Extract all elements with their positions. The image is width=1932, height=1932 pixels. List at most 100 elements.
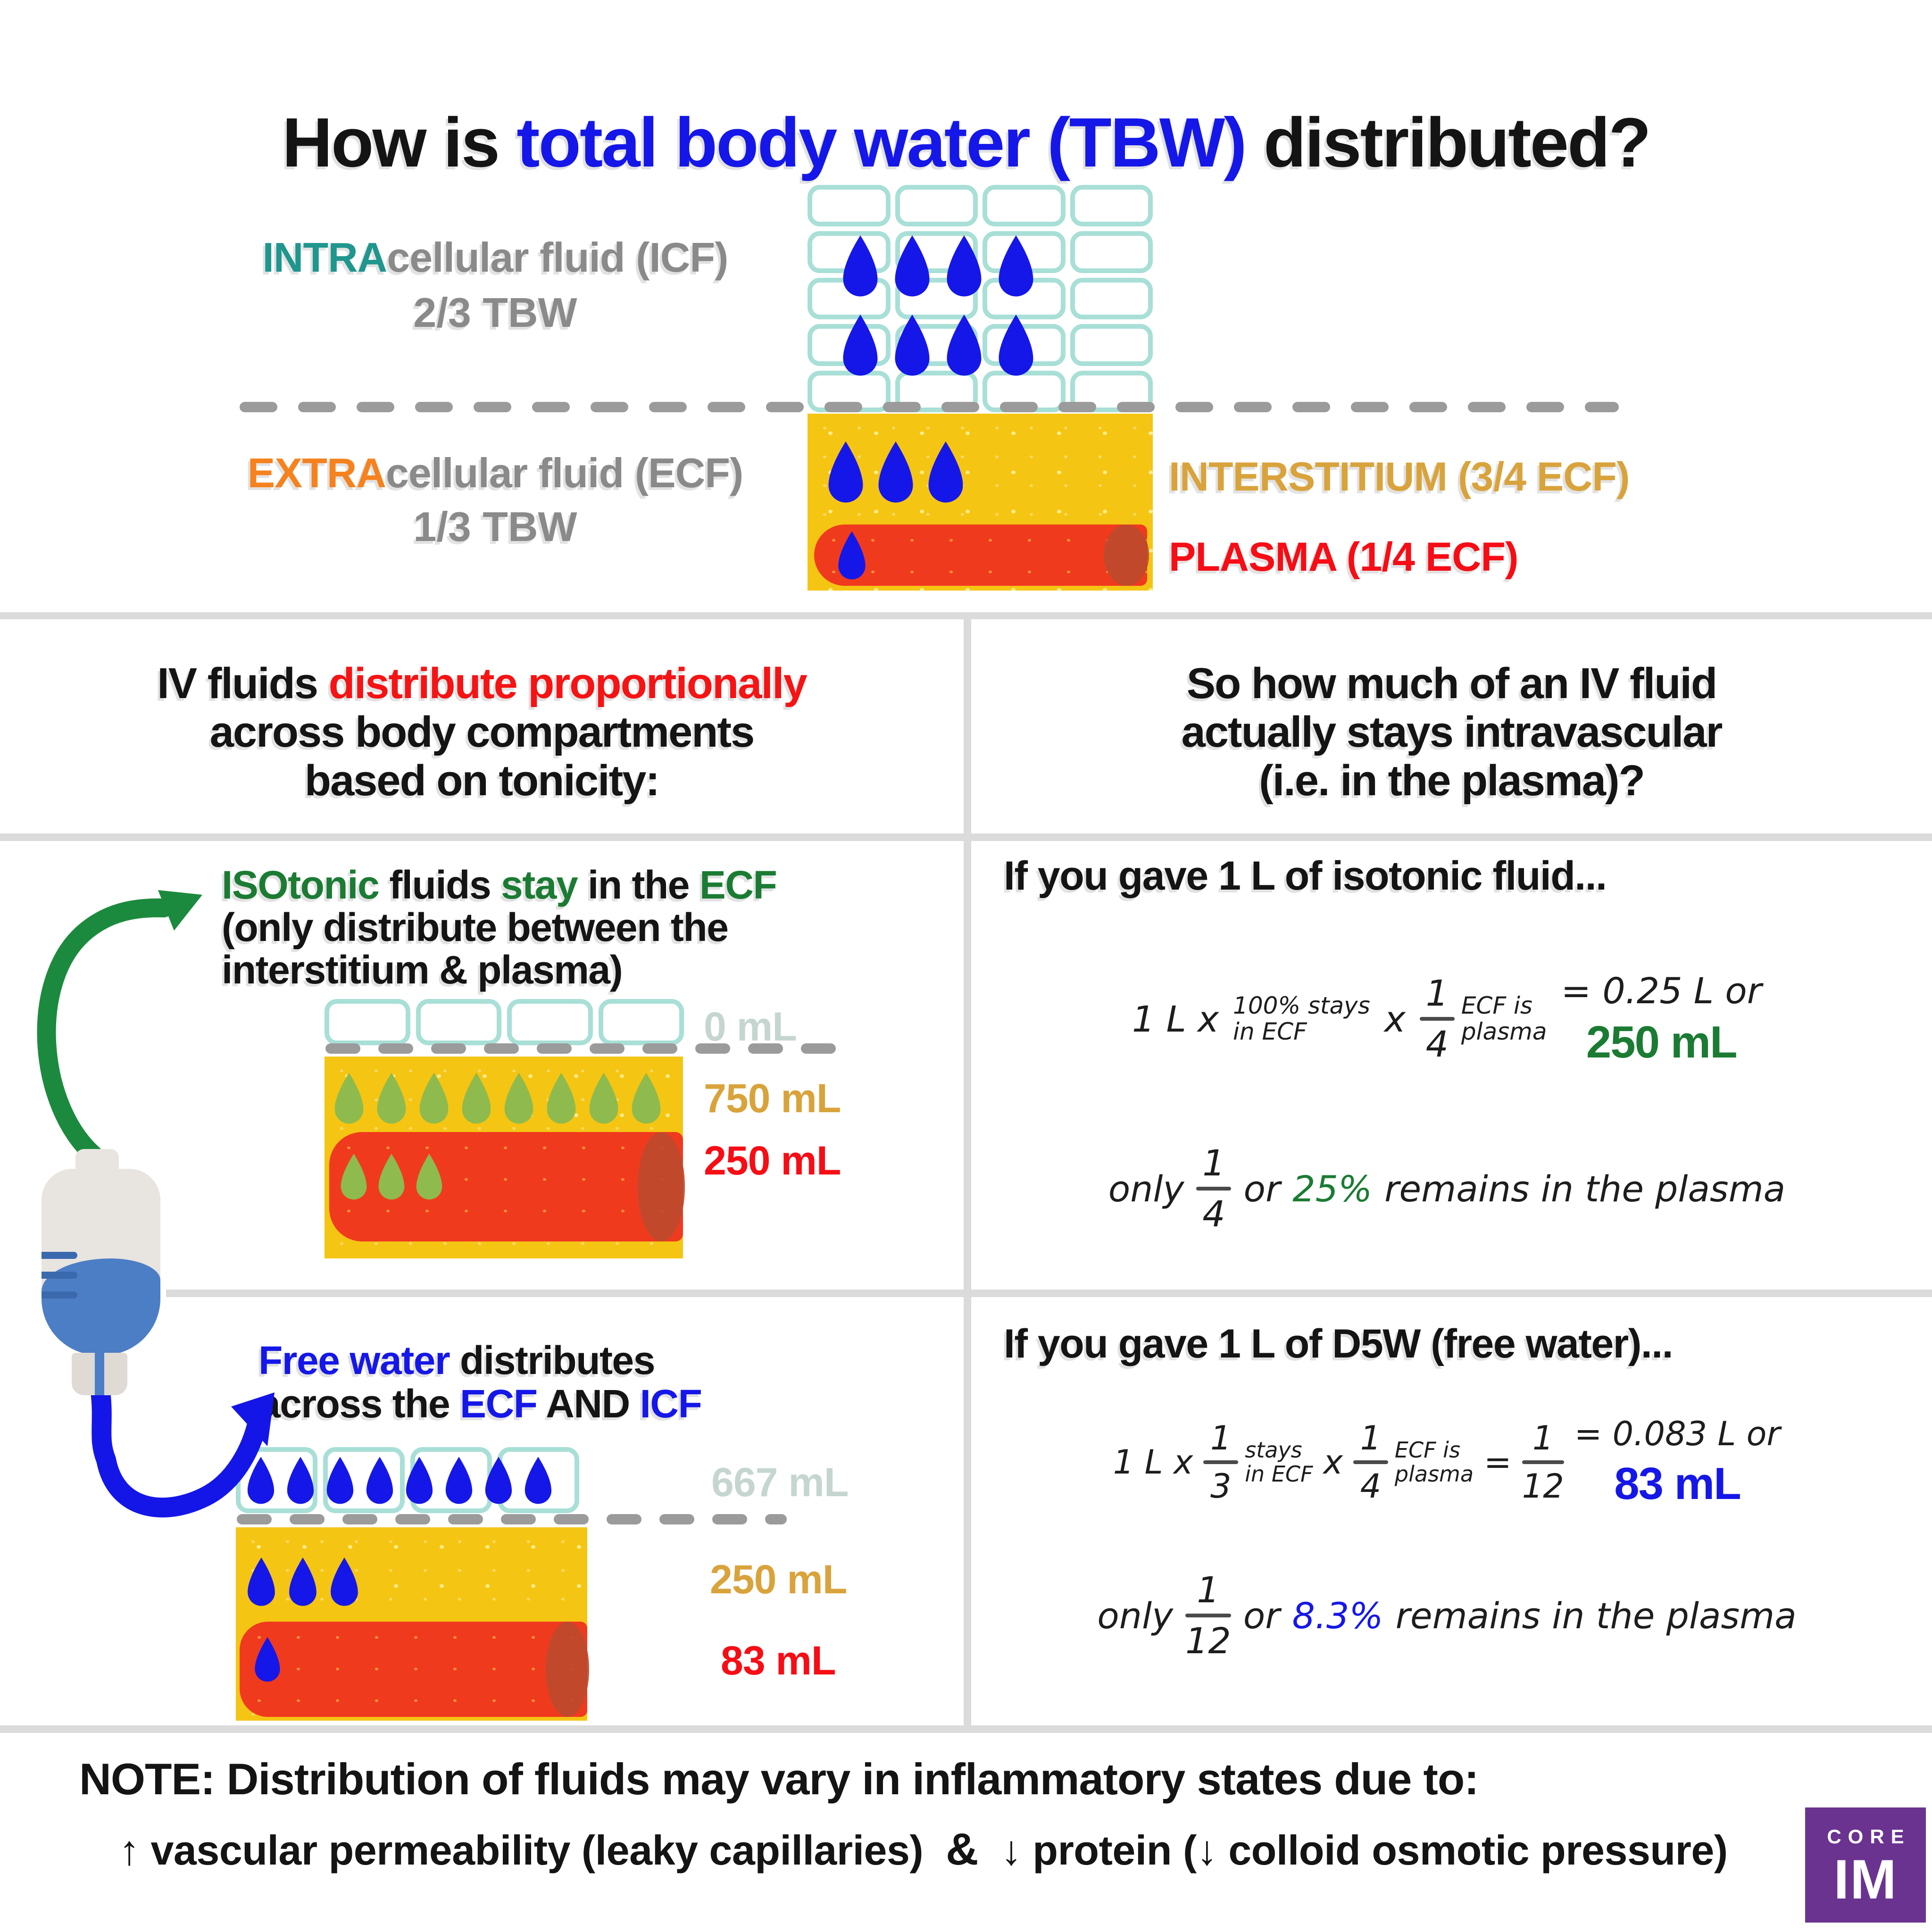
equals-text: = 0.083 L or xyxy=(1574,1415,1781,1453)
denominator: 3 xyxy=(1210,1467,1232,1506)
water-drop-icon xyxy=(441,1454,476,1509)
water-drop-icon xyxy=(890,311,935,382)
compartment-cell xyxy=(983,185,1066,227)
free-water-plasma-drops xyxy=(251,1631,284,1690)
formula-lead: 1 L x xyxy=(1113,1443,1193,1482)
numerator: 1 xyxy=(1197,1569,1220,1611)
fraction-annotation: stays in ECF xyxy=(1245,1438,1313,1486)
or-word: or xyxy=(1243,1594,1280,1637)
free-water-interstitium-value: 250 mL xyxy=(710,1557,847,1602)
isotonic-summary: only 1 4 or 25% remains in the plasma xyxy=(979,1130,1915,1248)
isotonic-interstitium-drops xyxy=(330,1067,665,1132)
free-water-text: across the xyxy=(258,1382,460,1426)
fraction-1-4: 1 4 xyxy=(1196,1145,1232,1232)
isotonic-text: in the xyxy=(577,863,700,907)
compartment-cell xyxy=(598,999,684,1045)
down-arrow-icon: ↓ xyxy=(1196,1827,1217,1874)
fraction-1-12: 1 12 xyxy=(1185,1572,1231,1659)
note-label: NOTE xyxy=(79,1754,201,1804)
water-drop-icon xyxy=(251,1631,284,1690)
water-drop-icon xyxy=(838,311,883,382)
fraction-bar xyxy=(1203,1460,1239,1464)
water-drop-icon xyxy=(412,1147,446,1208)
right-header-line-3: (i.e. in the plasma)? xyxy=(1259,757,1645,805)
only-word: only xyxy=(1108,1167,1184,1210)
free-water-word: Free water xyxy=(258,1338,450,1382)
d5w-formula: 1 L x 1 3 stays in ECF x 1 4 ECF is plas… xyxy=(973,1382,1921,1542)
iv-bag-bottom-cap xyxy=(72,1353,127,1395)
right-header-line-2: actually stays intravascular xyxy=(1181,708,1723,757)
water-drop-icon xyxy=(923,438,968,509)
fraction-bar xyxy=(1522,1460,1564,1464)
d5w-math-intro: If you gave 1 L of D5W (free water)... xyxy=(1004,1321,1674,1366)
water-drop-icon xyxy=(481,1454,516,1509)
isotonic-word: ISOtonic xyxy=(222,863,380,907)
fraction-1-4: 1 4 xyxy=(1353,1422,1388,1503)
equals-text: = 0.25 L or xyxy=(1561,969,1762,1012)
title-part-3: distributed? xyxy=(1245,104,1651,182)
water-drop-icon xyxy=(941,311,987,382)
fraction-1-4: 1 4 xyxy=(1419,972,1455,1062)
water-drop-icon xyxy=(243,1550,279,1616)
icf-label-prefix: INTRA xyxy=(262,234,387,281)
denominator: 12 xyxy=(1185,1620,1231,1662)
denominator: 4 xyxy=(1360,1467,1382,1506)
divider-mid-row xyxy=(166,1290,1932,1297)
numerator: 1 xyxy=(1425,972,1449,1014)
isotonic-line-2: (only distribute between the xyxy=(222,905,729,949)
compartment-cell xyxy=(1070,324,1153,366)
icf-drops-row-1 xyxy=(838,232,1039,303)
free-water-icf-drops xyxy=(243,1454,556,1509)
divider-vertical xyxy=(964,612,971,1733)
denominator: 12 xyxy=(1522,1467,1564,1506)
note-item-1-end: capillaries) xyxy=(698,1827,924,1874)
formula-factor-1: 1 3 stays in ECF xyxy=(1203,1422,1313,1503)
water-drop-icon xyxy=(627,1067,665,1132)
annotation-bottom: plasma xyxy=(1461,1018,1547,1045)
fraction-annotation: ECF is plasma xyxy=(1395,1438,1474,1486)
isotonic-line-3: interstitium & plasma) xyxy=(222,947,623,992)
compartment-cell xyxy=(1070,277,1153,320)
times-sign: x xyxy=(1323,1443,1343,1482)
water-drop-icon xyxy=(362,1454,397,1509)
formula-lead: 1 L x xyxy=(1132,998,1219,1040)
factor-bottom: in ECF xyxy=(1233,1018,1307,1045)
water-drop-icon xyxy=(823,438,868,509)
top-interstitium-drops xyxy=(823,438,968,509)
title-part-highlight: total body water (TBW) xyxy=(516,104,1247,182)
compartment-cell xyxy=(507,999,593,1045)
water-drop-icon xyxy=(890,232,935,303)
annotation-bottom: plasma xyxy=(1394,1461,1474,1487)
fraction-bar xyxy=(1196,1187,1232,1191)
right-panel-header: So how much of an IV fluid actually stay… xyxy=(971,659,1932,805)
numerator: 1 xyxy=(1210,1419,1232,1457)
ecf-word: ECF xyxy=(460,1382,538,1426)
icf-label-rest: cellular fluid (ICF) xyxy=(387,234,728,281)
water-drop-icon xyxy=(402,1454,437,1509)
free-water-line-2: across the ECF AND ICF xyxy=(258,1382,957,1425)
logo-text-core: CORE xyxy=(1827,1825,1911,1848)
left-header-line-1: IV fluids distribute proportionally xyxy=(0,659,964,708)
isotonic-interstitium-value: 750 mL xyxy=(704,1076,841,1121)
water-drop-icon xyxy=(585,1067,623,1132)
formula-factor-2: 1 4 ECF is plasma xyxy=(1353,1422,1474,1503)
water-drop-icon xyxy=(323,1454,358,1509)
formula-result-block: = 0.25 L or 250 mL xyxy=(1561,970,1761,1068)
annotation-bottom: in ECF xyxy=(1245,1461,1313,1487)
vessel-end-cap xyxy=(638,1132,685,1241)
water-drop-icon xyxy=(834,530,870,583)
remains-text: remains in the plasma xyxy=(1384,1167,1786,1210)
left-header-red: distribute proportionally xyxy=(328,659,808,708)
formula-factor-2: 1 4 ECF is plasma xyxy=(1419,972,1547,1062)
ecf-fraction-label: 1/3 TBW xyxy=(413,503,577,550)
logo-text-im: IM xyxy=(1833,1848,1898,1911)
compartment-cell xyxy=(1070,185,1153,227)
iv-bag-tube xyxy=(95,1353,104,1395)
free-water-text: distributes xyxy=(450,1338,655,1382)
note-item-1: vascular permeability ( xyxy=(139,1827,595,1874)
isotonic-icf-cells xyxy=(325,999,684,1045)
note-item-2: protein ( xyxy=(1021,1827,1197,1874)
compartment-cell xyxy=(416,999,501,1045)
left-header-line-3: based on tonicity: xyxy=(304,757,660,805)
